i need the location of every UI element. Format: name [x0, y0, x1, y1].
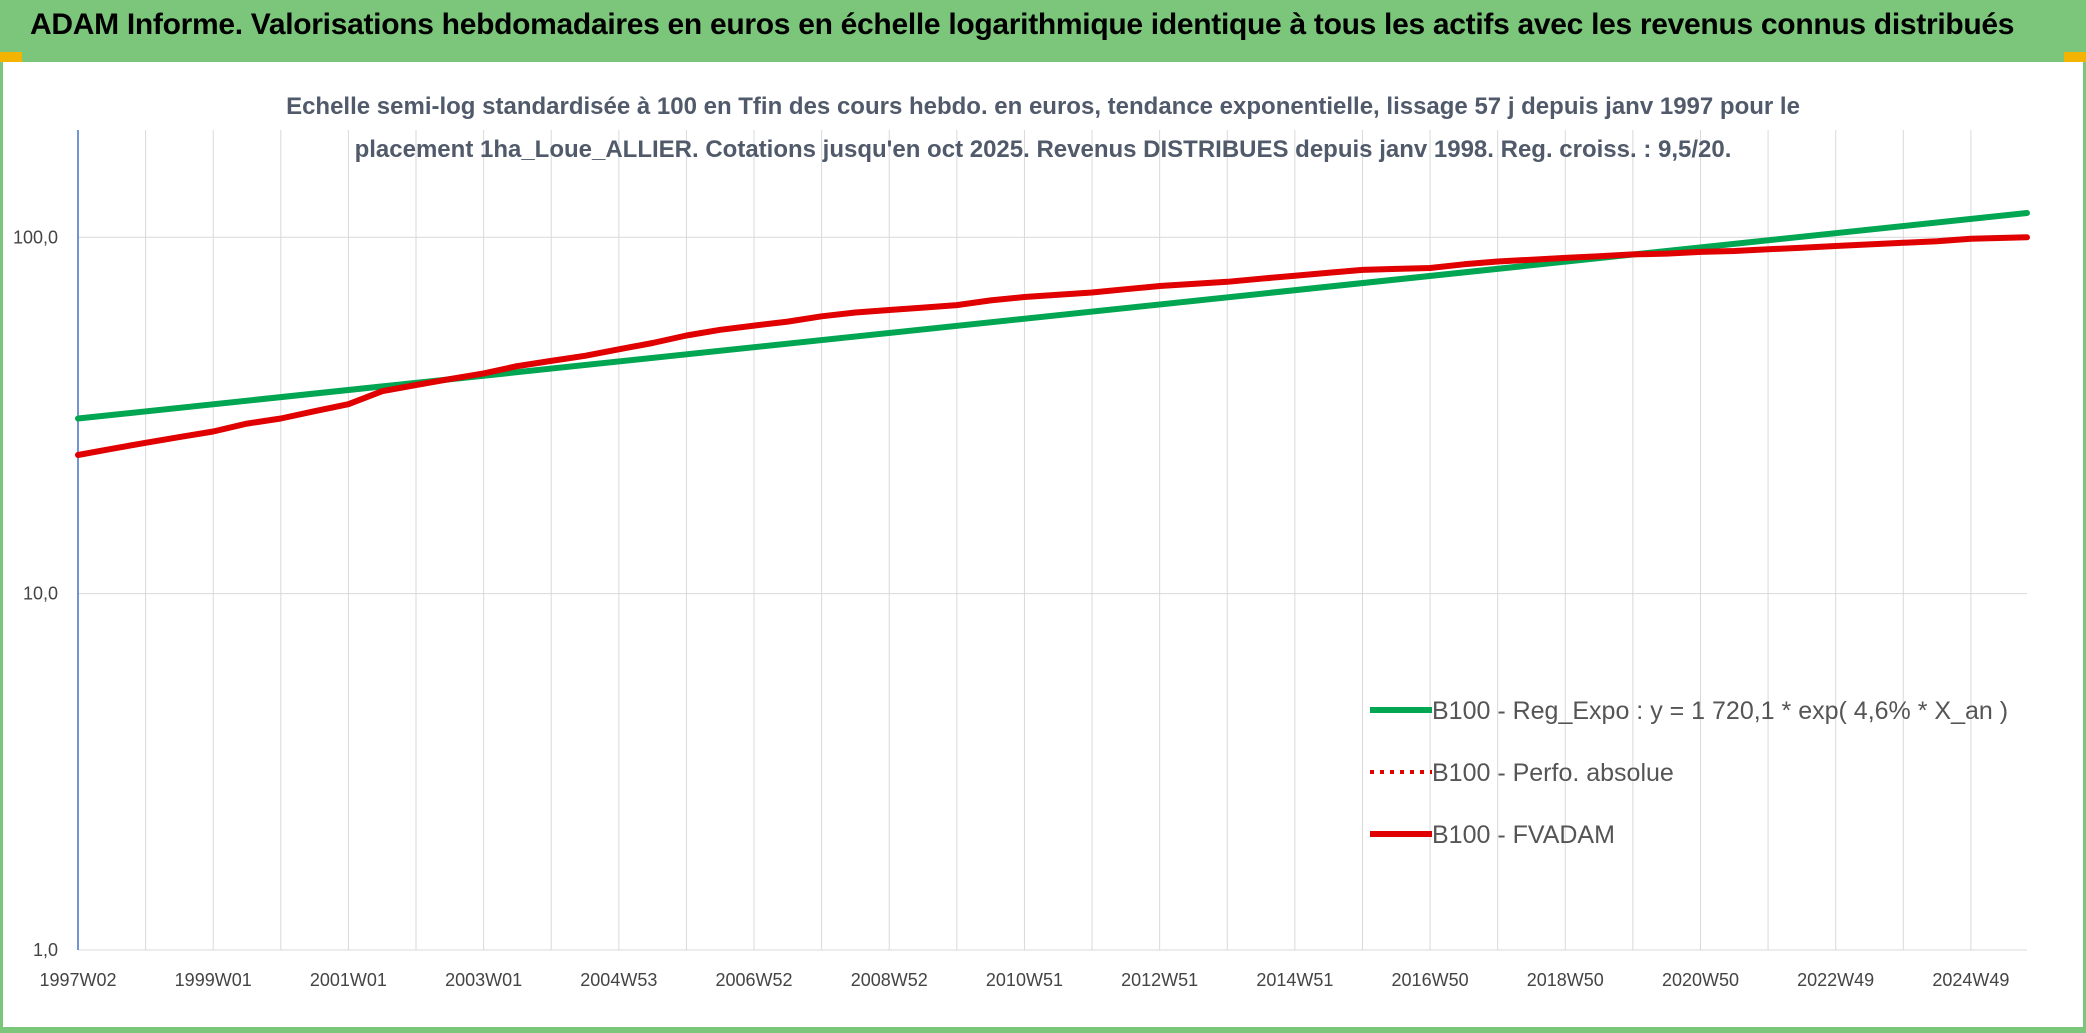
- x-tick-label: 1997W02: [39, 970, 116, 990]
- x-tick-label: 2016W50: [1392, 970, 1469, 990]
- legend-label-3: B100 - FVADAM: [1432, 821, 1615, 849]
- x-tick-label: 2006W52: [716, 970, 793, 990]
- x-tick-label: 2008W52: [851, 970, 928, 990]
- chart-frame: [0, 62, 2086, 1033]
- report-header: ADAM Informe. Valorisations hebdomadaire…: [0, 0, 2086, 62]
- series-line-1: [75, 210, 2030, 422]
- x-tick-label: 2004W53: [580, 970, 657, 990]
- x-tick-label: 2022W49: [1797, 970, 1874, 990]
- bottom-border: [0, 1027, 2086, 1033]
- chart-legend: B100 - Reg_Expo : y = 1 720,1 * exp( 4,6…: [1370, 697, 2008, 849]
- report-title: ADAM Informe. Valorisations hebdomadaire…: [30, 8, 2015, 41]
- y-tick-label: 10,0: [23, 584, 58, 604]
- x-tick-label: 2003W01: [445, 970, 522, 990]
- x-tick-label: 2001W01: [310, 970, 387, 990]
- x-tick-label: 2020W50: [1662, 970, 1739, 990]
- legend-label-1: B100 - Reg_Expo : y = 1 720,1 * exp( 4,6…: [1432, 697, 2008, 725]
- chart-title-line-1: Echelle semi-log standardisée à 100 en T…: [286, 93, 1800, 120]
- x-tick-label: 2014W51: [1256, 970, 1333, 990]
- chart-title-line-2: placement 1ha_Loue_ALLIER. Cotations jus…: [355, 136, 1732, 163]
- series-line-3: [75, 234, 2030, 458]
- y-tick-label: 100,0: [13, 227, 58, 247]
- x-tick-label: 2018W50: [1527, 970, 1604, 990]
- x-tick-label: 2024W49: [1932, 970, 2009, 990]
- x-tick-label: 2010W51: [986, 970, 1063, 990]
- chart-ticks: 1,0 10,0 100,0 1997W02 1999W01 2001W01 2003W01…: [13, 227, 2009, 990]
- x-tick-label: 2012W51: [1121, 970, 1198, 990]
- x-tick-label: 1999W01: [175, 970, 252, 990]
- y-tick-label: 1,0: [33, 940, 58, 960]
- chart-series: [75, 210, 2030, 458]
- legend-label-2: B100 - Perfo. absolue: [1432, 759, 1674, 787]
